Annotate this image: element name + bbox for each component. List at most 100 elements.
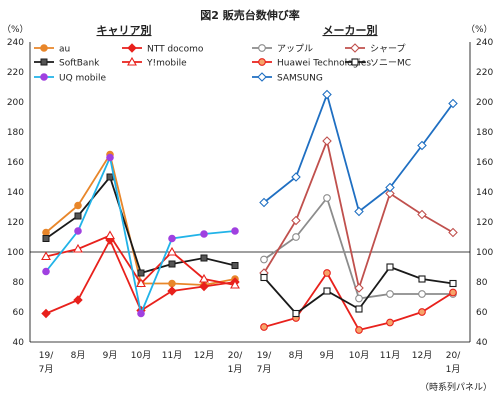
series-1-4-point bbox=[322, 89, 332, 100]
figure-title: 図2 販売台数伸び率 bbox=[200, 8, 299, 22]
y-tick-label-right: 100 bbox=[476, 248, 493, 258]
y-tick-label-right: 140 bbox=[476, 188, 493, 198]
series-1-4-point bbox=[385, 182, 395, 193]
right-panel-subtitle: メーカー別 bbox=[323, 23, 378, 37]
y-tick-label-right: 160 bbox=[476, 158, 493, 168]
legend-swatch-marker bbox=[257, 72, 267, 82]
series-0-3-point bbox=[199, 273, 209, 283]
series-0-2-point bbox=[137, 269, 145, 277]
y-tick-label-left: 220 bbox=[7, 68, 24, 78]
series-1-0-point bbox=[418, 290, 426, 298]
x-tick-label: 11月 bbox=[380, 350, 400, 361]
series-0-4-point bbox=[74, 227, 82, 235]
y-tick-label-right: 80 bbox=[476, 278, 488, 288]
legend-label: Y!mobile bbox=[146, 59, 187, 69]
y-tick-label-right: 60 bbox=[476, 308, 488, 318]
series-1-2-point bbox=[355, 326, 363, 334]
series-1-3-point bbox=[355, 305, 363, 313]
series-0-3-point bbox=[136, 278, 146, 288]
series-1-1-point bbox=[417, 209, 427, 220]
y-tick-label-left: 100 bbox=[7, 248, 24, 258]
series-1-4-point bbox=[259, 197, 269, 208]
series-0-2-point bbox=[74, 212, 82, 220]
footnote: （時系列パネル） bbox=[420, 381, 492, 393]
legend-label: アップル bbox=[277, 44, 313, 55]
y-tick-label-left: 240 bbox=[7, 38, 24, 48]
series-1-2-point bbox=[386, 318, 394, 327]
series-1-0-point bbox=[292, 233, 300, 241]
y-tick-label-left: 40 bbox=[13, 338, 25, 348]
y-tick-label-left: 60 bbox=[13, 308, 25, 318]
legend-swatch-marker bbox=[127, 43, 137, 53]
series-0-4-point bbox=[137, 309, 145, 318]
series-1-4-point bbox=[448, 98, 458, 109]
x-tick-label: 19/7月 bbox=[257, 351, 273, 375]
y-tick-label-left: 160 bbox=[7, 158, 24, 168]
y-tick-label-left: 80 bbox=[13, 278, 25, 288]
y-tick-label-right: 240 bbox=[476, 38, 493, 48]
x-tick-label: 9月 bbox=[320, 350, 335, 361]
series-0-1-point bbox=[167, 286, 177, 296]
series-0-2-point bbox=[168, 260, 176, 268]
series-1-3-point bbox=[292, 309, 300, 318]
legend-label: SAMSUNG bbox=[277, 74, 323, 84]
series-1-2-point bbox=[449, 288, 457, 297]
y-tick-label-left: 140 bbox=[7, 188, 24, 198]
y-tick-label-left: 180 bbox=[7, 128, 24, 138]
series-1-1-point bbox=[354, 283, 364, 293]
plot-area: 40 60 80 100 120 140 160 180 200 220 240 40 60 80 100 1… bbox=[7, 38, 494, 375]
legend-swatch-marker bbox=[258, 44, 266, 52]
x-tick-label: 12月 bbox=[412, 350, 432, 361]
series-0-3-point bbox=[73, 243, 83, 253]
legend-swatch-marker bbox=[40, 58, 48, 66]
series-1-0-point bbox=[386, 290, 394, 298]
series-0-3-point bbox=[41, 251, 51, 261]
series-0-3-point bbox=[230, 279, 240, 289]
legend-label: NTT docomo bbox=[147, 45, 204, 55]
series-0-2-point bbox=[42, 235, 50, 242]
series-0-0-point bbox=[74, 201, 82, 210]
series-0-3-point bbox=[105, 230, 115, 240]
y-tick-label-left: 120 bbox=[7, 218, 24, 228]
series-1-0-point bbox=[260, 255, 268, 264]
x-tick-label: 12月 bbox=[194, 350, 214, 361]
series-1-3-point bbox=[386, 263, 394, 271]
series-0-4-point bbox=[200, 230, 208, 238]
series-1-3-point bbox=[449, 279, 457, 288]
series-0-4-point bbox=[168, 234, 176, 243]
x-tick-label: 8月 bbox=[71, 350, 86, 361]
y-tick-label-right: 180 bbox=[476, 128, 493, 138]
series-0-4-point bbox=[231, 227, 239, 235]
legend-swatch-marker bbox=[351, 58, 359, 66]
series-0-2-point bbox=[231, 262, 239, 269]
x-tick-label: 20/1月 bbox=[228, 351, 244, 375]
series-1-3-point bbox=[323, 287, 331, 295]
series-1-3-point bbox=[260, 273, 268, 282]
series-1-1-point bbox=[385, 188, 395, 199]
y-tick-label-right: 40 bbox=[476, 338, 488, 348]
x-tick-label: 19/7月 bbox=[39, 351, 55, 375]
series-1-1-point bbox=[291, 215, 301, 226]
series-1-2-point bbox=[418, 308, 426, 316]
legend-label: SoftBank bbox=[59, 59, 100, 69]
series-1-1-point bbox=[322, 136, 332, 146]
x-tick-label: 9月 bbox=[103, 350, 118, 361]
legend-swatch-marker bbox=[350, 43, 360, 53]
legend-label: Huawei Technologies bbox=[277, 59, 371, 69]
legend-label: シャープ bbox=[370, 44, 405, 55]
series-1-4-line bbox=[263, 91, 454, 214]
series-1-4-point bbox=[417, 140, 427, 151]
legend-label: ソニーMC bbox=[370, 59, 411, 69]
left-axis-unit: （%） bbox=[2, 24, 29, 35]
series-0-0-line bbox=[45, 152, 236, 286]
series-1-4-point bbox=[291, 172, 301, 182]
x-tick-label: 10月 bbox=[131, 350, 151, 361]
x-tick-label: 10月 bbox=[349, 350, 369, 361]
legend-label: UQ mobile bbox=[59, 74, 107, 84]
series-0-4-point bbox=[42, 267, 50, 276]
series-1-1-point bbox=[448, 227, 458, 238]
series-0-0-point bbox=[42, 228, 50, 237]
series-0-3-point bbox=[167, 246, 177, 256]
legend-swatch-marker bbox=[40, 44, 48, 52]
